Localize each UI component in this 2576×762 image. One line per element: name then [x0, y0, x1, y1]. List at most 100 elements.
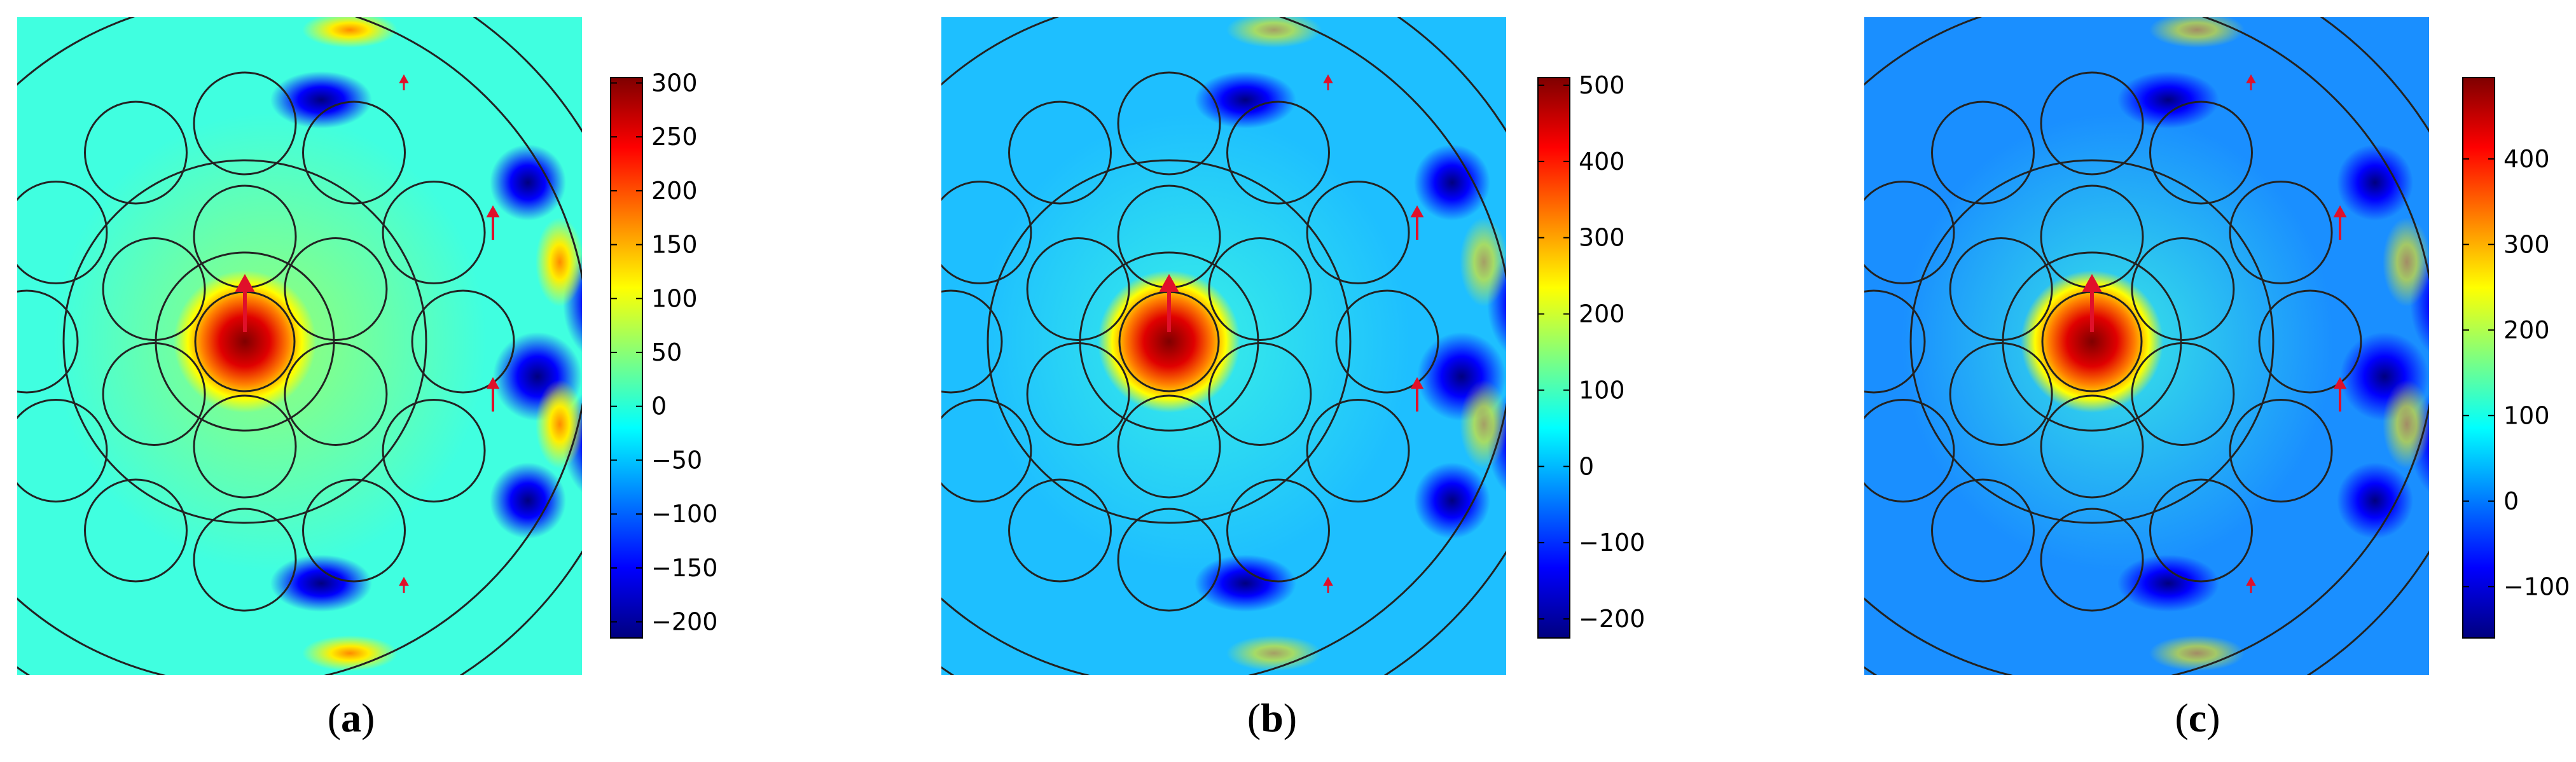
colorbar-gradient: [1537, 77, 1570, 639]
high-field-lobe: [2149, 17, 2245, 48]
air-hole-circle: [2149, 478, 2253, 583]
air-hole-circle: [84, 100, 188, 205]
colorbar-tick-label: 100: [2503, 401, 2550, 429]
air-hole-circle: [2149, 100, 2253, 205]
ring-guide-circle: [1909, 159, 2275, 524]
air-hole-circle: [1864, 289, 1926, 394]
high-field-lobe: [536, 218, 582, 307]
air-hole-circle: [941, 181, 1032, 284]
colorbar-tick-label: 100: [651, 284, 698, 312]
low-field-lobe: [1195, 555, 1296, 612]
colorbar-tick-label: −200: [651, 608, 717, 636]
field-arrow: [1410, 205, 1424, 240]
colorbar-tick-label: −100: [651, 500, 717, 528]
air-hole-circle: [302, 100, 406, 205]
air-hole-circle: [17, 399, 108, 502]
colorbar: 500 400 300 200 100 0 −100 −200: [1537, 71, 1645, 639]
caption-open-paren: (: [1247, 695, 1261, 740]
colorbar-tick-label: 0: [1579, 452, 1594, 480]
air-hole-circle: [2040, 508, 2144, 612]
inner-ring-circle: [2002, 251, 2182, 432]
low-field-lobe: [2337, 144, 2413, 221]
low-field-lobe: [490, 462, 566, 539]
air-hole-circle: [17, 289, 79, 394]
low-field-lobe: [2117, 71, 2219, 128]
air-hole-circle: [1008, 100, 1112, 205]
high-field-lobe: [2149, 635, 2245, 671]
colorbar-tick-label: 150: [651, 231, 698, 259]
air-hole-circle: [1026, 237, 1130, 341]
ring-guide-circle: [62, 159, 427, 524]
air-hole-circle: [1008, 478, 1112, 583]
fiber-outline: [17, 17, 582, 675]
field-arrow: [1323, 74, 1333, 90]
caption-open-paren: (: [328, 695, 341, 740]
colorbar-tick-label: 300: [651, 69, 698, 97]
air-hole-circle: [2131, 237, 2235, 341]
panel-c: 400 300 200 100 0 −100 (c): [1864, 17, 2570, 740]
air-hole-circle: [1949, 342, 2053, 446]
air-hole-circle: [1226, 100, 1330, 205]
low-field-lobe: [2337, 462, 2413, 539]
high-field-lobe: [1460, 218, 1506, 307]
air-hole-circle: [1949, 237, 2053, 341]
colorbar-tick-label: −150: [651, 554, 717, 582]
air-hole-circle: [193, 508, 297, 612]
high-field-lobe: [302, 17, 398, 48]
field-arrow: [2246, 576, 2256, 593]
colorbar-tick-label: 200: [1579, 300, 1625, 328]
colorbar-tick-label: 400: [1579, 148, 1625, 176]
field-arrow: [399, 576, 409, 593]
air-hole-circle: [284, 237, 388, 341]
air-hole-circle: [284, 342, 388, 446]
caption-close-paren: ): [2206, 695, 2220, 740]
field-arrow: [486, 377, 500, 412]
air-hole-circle: [2131, 342, 2235, 446]
high-field-lobe: [1226, 17, 1322, 48]
ring-guide-circle: [987, 159, 1352, 524]
field-arrow: [2082, 274, 2102, 332]
field-arrow: [1323, 576, 1333, 593]
colorbar-gradient: [610, 77, 643, 639]
air-hole-circle: [1306, 399, 1410, 502]
air-hole-circle: [193, 71, 297, 176]
colorbar-tick-label: −200: [1579, 605, 1645, 633]
air-hole-circle: [102, 237, 206, 341]
panel-caption: (c): [2175, 695, 2220, 740]
colorbar-tick-label: −100: [1579, 529, 1645, 557]
low-field-lobe: [270, 555, 372, 612]
air-hole-circle: [1208, 237, 1312, 341]
air-hole-circle: [1026, 342, 1130, 446]
air-hole-circle: [102, 342, 206, 446]
colorbar-gradient: [2462, 77, 2495, 639]
field-arrow: [1159, 274, 1179, 332]
air-hole-circle: [382, 181, 486, 284]
field-map: [941, 17, 1506, 675]
panel-b: 500 400 300 200 100 0 −100 −200 (b): [941, 17, 1645, 740]
air-hole-circle: [84, 478, 188, 583]
low-field-lobe: [2117, 555, 2219, 612]
low-field-lobe: [490, 144, 566, 221]
air-hole-circle: [941, 289, 1003, 394]
colorbar-tick-label: 50: [651, 338, 682, 366]
fiber-outline: [941, 17, 1506, 675]
low-field-lobe: [270, 71, 372, 128]
colorbar: 300 250 200 150 100 50 0 −50 −100 −150 −200: [610, 69, 717, 639]
air-hole-circle: [2040, 71, 2144, 176]
air-hole-circle: [2229, 399, 2333, 502]
low-field-lobe: [1414, 462, 1490, 539]
high-field-lobe: [1460, 380, 1506, 469]
field-arrow: [2246, 74, 2256, 90]
air-hole-circle: [2258, 289, 2362, 394]
air-hole-circle: [1117, 71, 1221, 176]
panel-caption: (a): [328, 695, 375, 740]
air-hole-circle: [1864, 399, 1955, 502]
air-hole-circle: [411, 289, 515, 394]
air-hole-circle: [1306, 181, 1410, 284]
high-field-lobe: [2383, 380, 2429, 469]
field-arrow: [399, 74, 409, 90]
colorbar-tick-label: 0: [2503, 487, 2519, 515]
colorbar-tick-label: 500: [1579, 71, 1625, 99]
air-hole-circle: [1117, 394, 1221, 499]
